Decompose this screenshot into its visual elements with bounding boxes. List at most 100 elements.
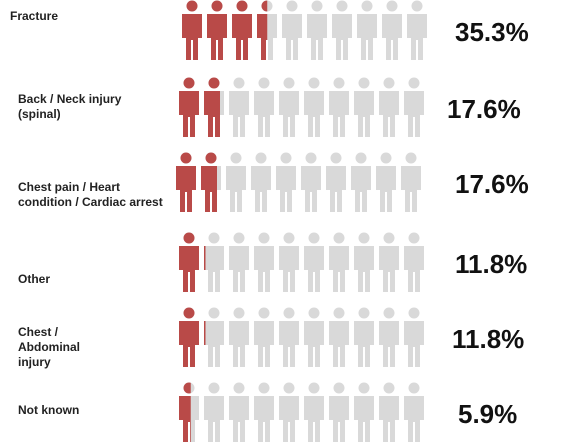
person-head (186, 0, 198, 12)
person-body (182, 14, 202, 60)
person-head (280, 152, 292, 164)
person-head (258, 307, 270, 319)
person-body (329, 321, 349, 367)
person-head (383, 232, 395, 244)
person-body (204, 246, 206, 270)
category-label: Other (18, 272, 51, 286)
person-body (279, 246, 299, 292)
person-head (258, 232, 270, 244)
empty-icons (179, 382, 424, 442)
value-label: 35.3% (455, 17, 529, 47)
person-body (354, 396, 374, 442)
person-head (380, 152, 392, 164)
empty-icons (179, 307, 424, 367)
person-body (229, 246, 249, 292)
person-head (405, 152, 417, 164)
person-body (226, 166, 246, 212)
person-body (326, 166, 346, 212)
person-body (304, 396, 324, 442)
person-body (204, 246, 224, 292)
person-body (254, 91, 274, 137)
person-head (411, 0, 423, 12)
person-body (329, 246, 349, 292)
person-head (308, 382, 320, 394)
person-body (357, 14, 377, 60)
person-head (183, 232, 195, 244)
filled-icons (179, 232, 206, 292)
person-head (408, 232, 420, 244)
person-body (254, 321, 274, 367)
person-head (283, 77, 295, 89)
person-head (208, 232, 220, 244)
person-body (282, 14, 302, 60)
person-body (379, 91, 399, 137)
value-label: 17.6% (455, 169, 529, 199)
category-label: Chest pain / Heart condition / Cardiac a… (18, 180, 163, 209)
person-head (333, 307, 345, 319)
person-body (204, 91, 220, 137)
person-body (401, 166, 421, 212)
person-head (361, 0, 373, 12)
person-head (308, 77, 320, 89)
person-head (383, 77, 395, 89)
person-head (358, 382, 370, 394)
value-label: 11.8% (455, 249, 527, 279)
person-body (376, 166, 396, 212)
filled-icons (179, 307, 206, 367)
person-head (355, 152, 367, 164)
person-head (358, 232, 370, 244)
person-body (207, 14, 227, 60)
value-label: 17.6% (447, 94, 521, 124)
person-head (408, 77, 420, 89)
person-head (183, 382, 191, 394)
person-body (179, 396, 191, 442)
person-body (229, 321, 249, 367)
person-body (379, 396, 399, 442)
person-body (251, 166, 271, 212)
person-head (308, 232, 320, 244)
person-body (407, 14, 427, 60)
person-body (307, 14, 327, 60)
person-head (208, 307, 220, 319)
person-head (283, 382, 295, 394)
person-head (233, 382, 245, 394)
person-head (283, 232, 295, 244)
person-body (404, 396, 424, 442)
category-label: Fracture (10, 9, 59, 23)
person-body (301, 166, 321, 212)
person-head (208, 77, 220, 89)
person-head (408, 307, 420, 319)
person-body (404, 91, 424, 137)
person-head (333, 382, 345, 394)
person-body (229, 396, 249, 442)
person-body (204, 321, 224, 367)
category-label: Back / Neck injury (spinal) (18, 92, 122, 121)
filled-icons (176, 152, 217, 212)
person-body (279, 321, 299, 367)
person-body (279, 396, 299, 442)
person-head (233, 307, 245, 319)
person-body (276, 166, 296, 212)
person-body (201, 166, 217, 212)
person-body (229, 91, 249, 137)
person-body (379, 321, 399, 367)
person-body (354, 91, 374, 137)
person-head (358, 77, 370, 89)
filled-icons (179, 77, 220, 137)
person-body (304, 246, 324, 292)
person-head (308, 307, 320, 319)
person-head (305, 152, 317, 164)
filled-icons (179, 382, 191, 442)
person-head (236, 0, 248, 12)
person-body (304, 321, 324, 367)
person-head (408, 382, 420, 394)
person-head (383, 382, 395, 394)
person-body (254, 396, 274, 442)
person-head (208, 382, 220, 394)
person-head (286, 0, 298, 12)
person-head (205, 152, 217, 164)
person-body (179, 91, 199, 137)
person-body (279, 91, 299, 137)
person-head (358, 307, 370, 319)
